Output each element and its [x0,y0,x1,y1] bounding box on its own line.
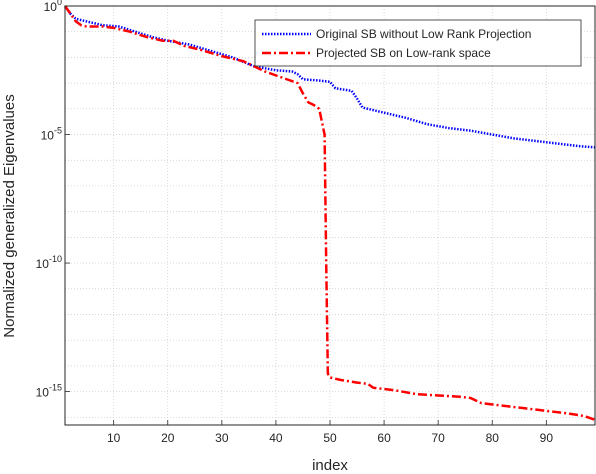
plot-area [65,6,595,425]
x-tick-label-40: 40 [269,431,283,445]
ticks: 10 20 30 40 50 60 70 80 90 100 10-5 10-10 10-15 [36,0,554,445]
legend-label-original: Original SB without Low Rank Projection [316,27,531,41]
y-tick-label--15: 10-15 [36,383,62,400]
series-line-0 [63,5,596,149]
legend-label-projected: Projected SB on Low-rank space [316,46,491,60]
x-tick-label-50: 50 [323,431,337,445]
y-axis-label: Normalized generalized Eigenvalues [1,94,18,337]
x-axis-label: index [312,457,348,474]
series-layer [63,5,596,422]
series-line-1 [63,5,596,422]
x-tick-label-20: 20 [161,431,175,445]
legend: Original SB without Low Rank Projection … [254,19,582,67]
y-tick-label--10: 10-10 [36,254,62,271]
x-tick-label-10: 10 [107,431,121,445]
x-tick-label-90: 90 [540,431,554,445]
y-tick-label--5: 10-5 [41,126,62,143]
x-tick-label-80: 80 [486,431,500,445]
legend-box [254,19,582,67]
x-tick-label-60: 60 [377,431,391,445]
x-tick-label-70: 70 [431,431,445,445]
y-tick-label-0: 100 [44,0,62,14]
x-tick-label-30: 30 [215,431,229,445]
